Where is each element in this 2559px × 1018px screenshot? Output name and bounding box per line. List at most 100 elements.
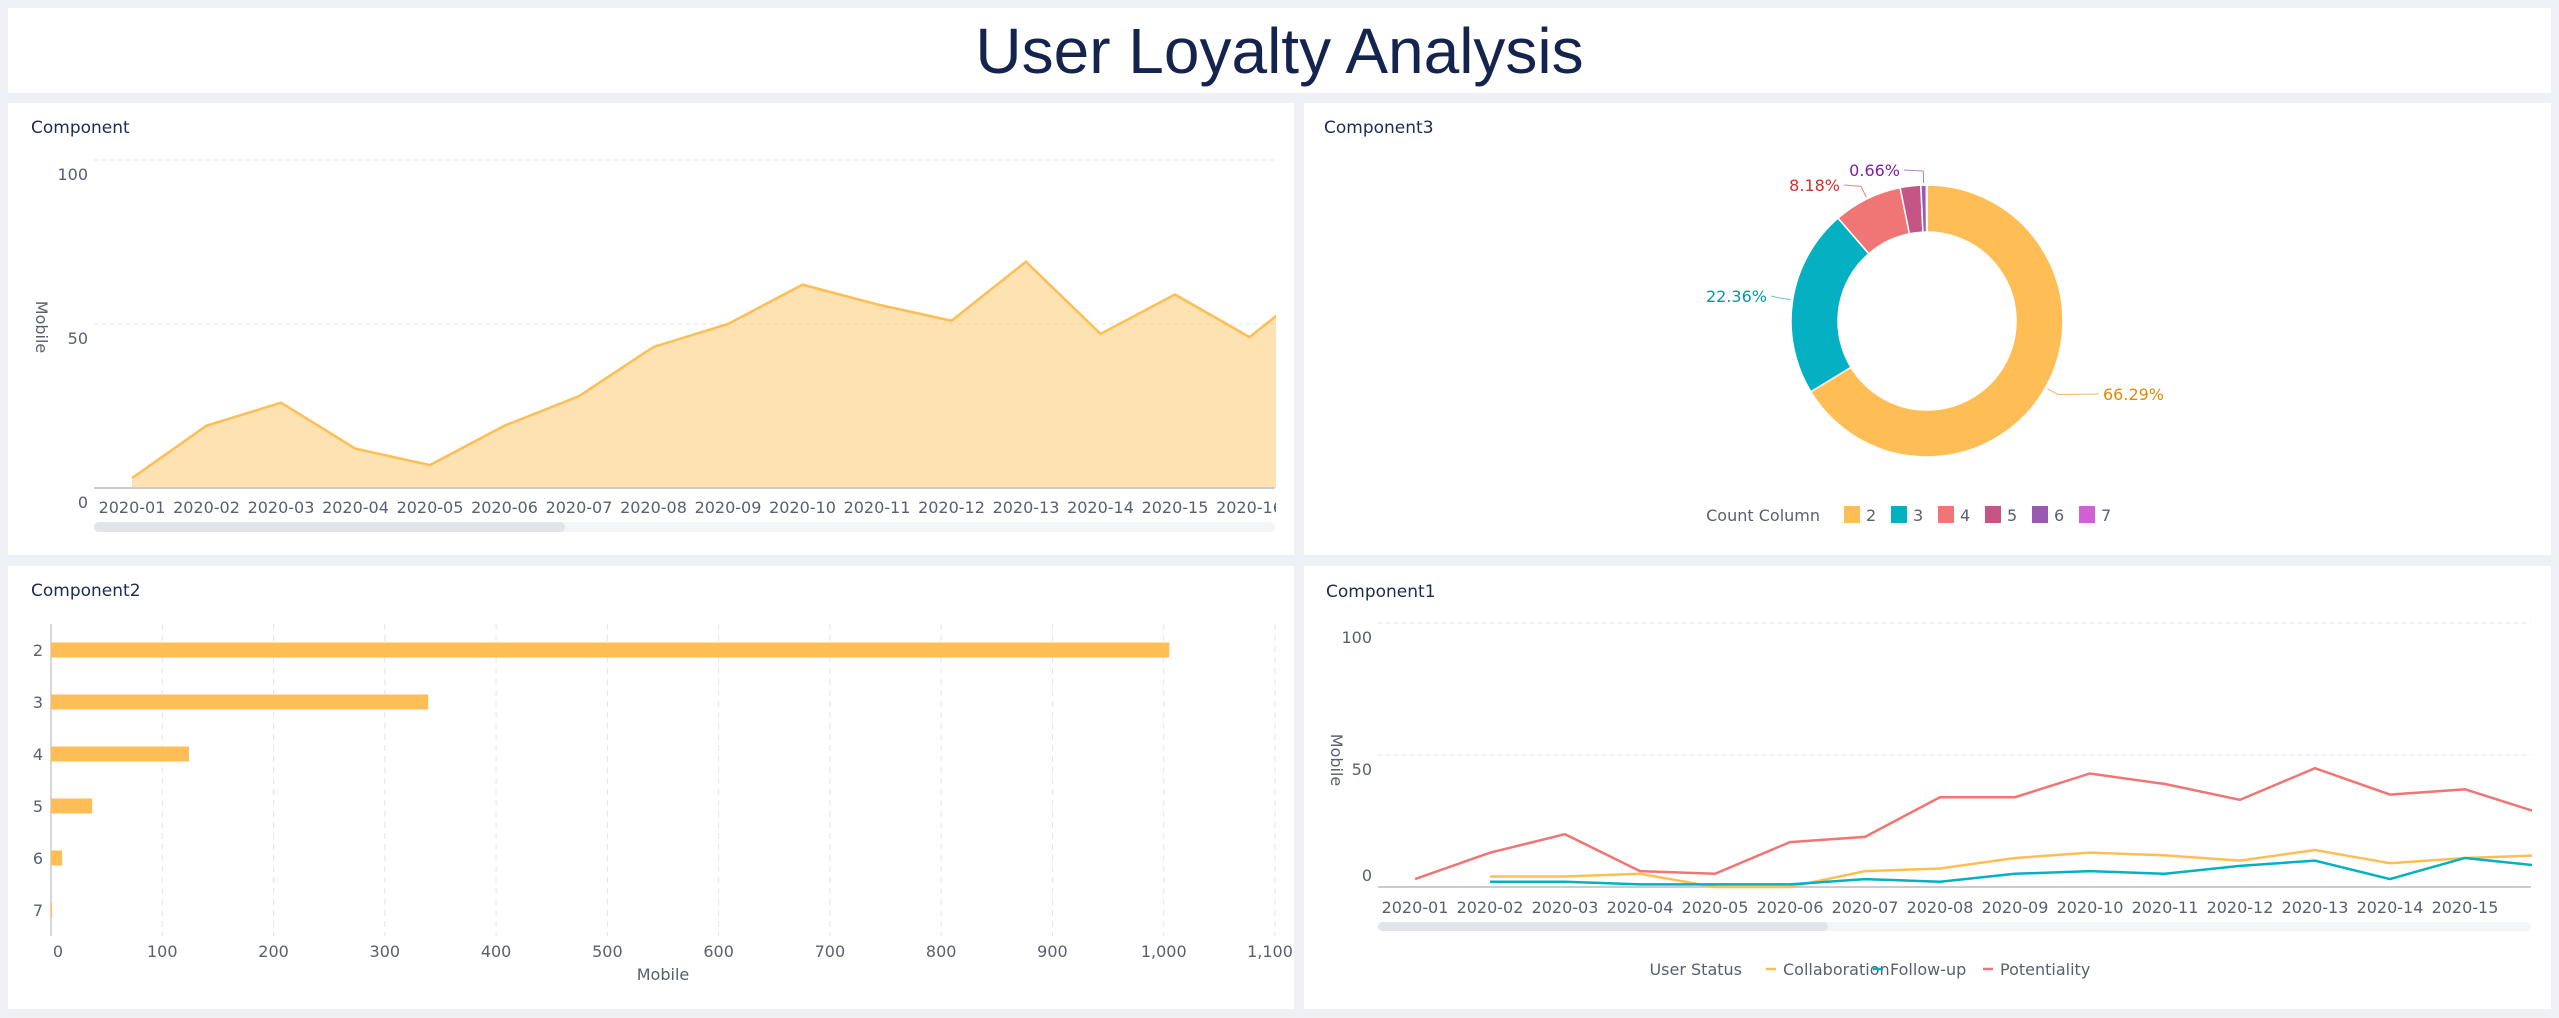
label-leader-line (1903, 169, 1925, 184)
data-label: 8.18% (1789, 176, 1840, 195)
x-tick-label: 2020-05 (1682, 898, 1749, 917)
y-tick-label: 50 (68, 329, 88, 348)
legend-item-4[interactable]: 4 (1938, 506, 1970, 525)
x-tick-label: 2020-04 (322, 498, 389, 517)
bar-chart: 0 100 200 300 400 500 600 700 800 900 1,000 1,100 Mo… (33, 624, 1293, 984)
donut-slice-2[interactable] (1809, 184, 2064, 458)
x-tick-label: 2020-16 (1216, 498, 1283, 517)
scrollbar-thumb[interactable] (94, 522, 565, 532)
legend-label: Potentiality (2000, 960, 2090, 979)
legend-label: 4 (1960, 506, 1970, 525)
legend-swatch (2079, 506, 2095, 523)
x-tick-label: 2020-15 (2432, 898, 2499, 917)
label-leader-line (2047, 388, 2100, 395)
x-tick-label: 0 (53, 942, 63, 961)
legend-label: 5 (2007, 506, 2017, 525)
legend-item-3[interactable]: 3 (1891, 506, 1923, 525)
series-line-follow-up[interactable] (1490, 856, 2540, 886)
line-chart: 0 50 100 Mobile 2020-01 2020-02 2020-03 2020-04… (1327, 622, 2540, 979)
legend-swatch (1985, 506, 2001, 523)
data-label: 22.36% (1706, 287, 1767, 306)
x-tick-label: 2020-17 (1291, 498, 1358, 517)
y-tick-label: 3 (33, 693, 43, 712)
bar-4[interactable] (51, 746, 189, 762)
x-tick-label: 2020-10 (2057, 898, 2124, 917)
bar-7[interactable] (51, 902, 53, 918)
data-label: 0.66% (1849, 161, 1900, 180)
x-tick-label: 2020-11 (2132, 898, 2199, 917)
y-tick-label: 100 (1341, 628, 1372, 647)
legend-swatch (1844, 506, 1860, 523)
line-plot (1414, 766, 2540, 889)
series-line-potentiality[interactable] (1414, 766, 2540, 881)
bar-chart-panel: Component2 (8, 566, 1294, 1009)
legend-item-5[interactable]: 5 (1985, 506, 2017, 525)
bar-6[interactable] (51, 850, 63, 866)
donut-slice-7[interactable] (1925, 184, 1928, 233)
line-chart-panel: Component1 (1304, 566, 2551, 1009)
legend-item-follow-up[interactable]: Follow-up (1873, 960, 1966, 979)
x-tick-label: 2020-14 (2357, 898, 2424, 917)
scrollbar-thumb[interactable] (1378, 922, 1828, 931)
series-line-collaboration[interactable] (1490, 848, 2540, 889)
x-tick-label: 2020-07 (1832, 898, 1899, 917)
x-tick-label: 800 (926, 942, 957, 961)
x-tick-label: 2020-15 (1142, 498, 1209, 517)
x-tick-label: 400 (481, 942, 512, 961)
legend-label: 7 (2101, 506, 2111, 525)
y-tick-label: 50 (1352, 760, 1372, 779)
legend-item-collaboration[interactable]: Collaboration (1766, 960, 1890, 979)
legend-label: 6 (2054, 506, 2064, 525)
component-title: Component (31, 118, 130, 138)
bar-2[interactable] (51, 642, 1170, 658)
legend-label: Follow-up (1890, 960, 1966, 979)
data-label: 66.29% (2103, 385, 2164, 404)
legend-item-2[interactable]: 2 (1844, 506, 1876, 525)
x-tick-label: 2020-01 (1382, 898, 1449, 917)
legend-item-6[interactable]: 6 (2032, 506, 2064, 525)
y-tick-label: 5 (33, 797, 43, 816)
area-plot (131, 260, 1276, 488)
x-tick-label: 2020-08 (1907, 898, 1974, 917)
donut-chart: 66.29% 22.36% 8.18% 0.66% Count Column 2 3 4 5 6 7 (1706, 161, 2164, 525)
x-tick-label: 2020-05 (397, 498, 464, 517)
x-tick-label: 1,000 (1141, 942, 1187, 961)
x-tick-label: 300 (370, 942, 401, 961)
x-tick-label: 2020-06 (471, 498, 538, 517)
x-tick-label: 2020-04 (1607, 898, 1674, 917)
component1-title: Component1 (1326, 582, 1436, 602)
x-tick-label: 2020-12 (2207, 898, 2274, 917)
area-line (131, 260, 1276, 480)
x-tick-label: 600 (703, 942, 734, 961)
y-tick-label: 2 (33, 641, 43, 660)
legend-swatch (1891, 506, 1907, 523)
x-tick-label: 2020-13 (2282, 898, 2349, 917)
legend-swatch (1938, 506, 1954, 523)
legend-label: 2 (1866, 506, 1876, 525)
component2-title: Component2 (31, 581, 141, 601)
x-tick-label: 2020-11 (844, 498, 911, 517)
x-tick-label: 2020-13 (993, 498, 1060, 517)
y-axis-label: Mobile (32, 301, 51, 353)
bar-3[interactable] (51, 694, 429, 710)
x-tick-label: 2020-10 (769, 498, 836, 517)
legend-item-potentiality[interactable]: Potentiality (1983, 960, 2090, 979)
x-tick-label: 2020-09 (1982, 898, 2049, 917)
x-tick-label: 2020-09 (695, 498, 762, 517)
x-tick-label: 2020-02 (1457, 898, 1524, 917)
x-tick-label: 2020-02 (173, 498, 240, 517)
legend-title: User Status (1649, 960, 1742, 979)
x-tick-label: 2020-03 (1532, 898, 1599, 917)
x-tick-labels: 2020-01 2020-02 2020-03 2020-04 2020-05 2020-… (99, 498, 1358, 517)
x-tick-label: 2020-07 (546, 498, 613, 517)
x-tick-label: 700 (815, 942, 846, 961)
y-tick-label: 7 (33, 901, 43, 920)
donut-slice-3[interactable] (1790, 217, 1870, 393)
x-tick-label: 2020-14 (1067, 498, 1134, 517)
component3-title: Component3 (1324, 118, 1434, 138)
bar-5[interactable] (51, 798, 93, 814)
y-tick-label: 6 (33, 849, 43, 868)
x-tick-label: 2020-03 (248, 498, 315, 517)
legend-item-7[interactable]: 7 (2079, 506, 2111, 525)
